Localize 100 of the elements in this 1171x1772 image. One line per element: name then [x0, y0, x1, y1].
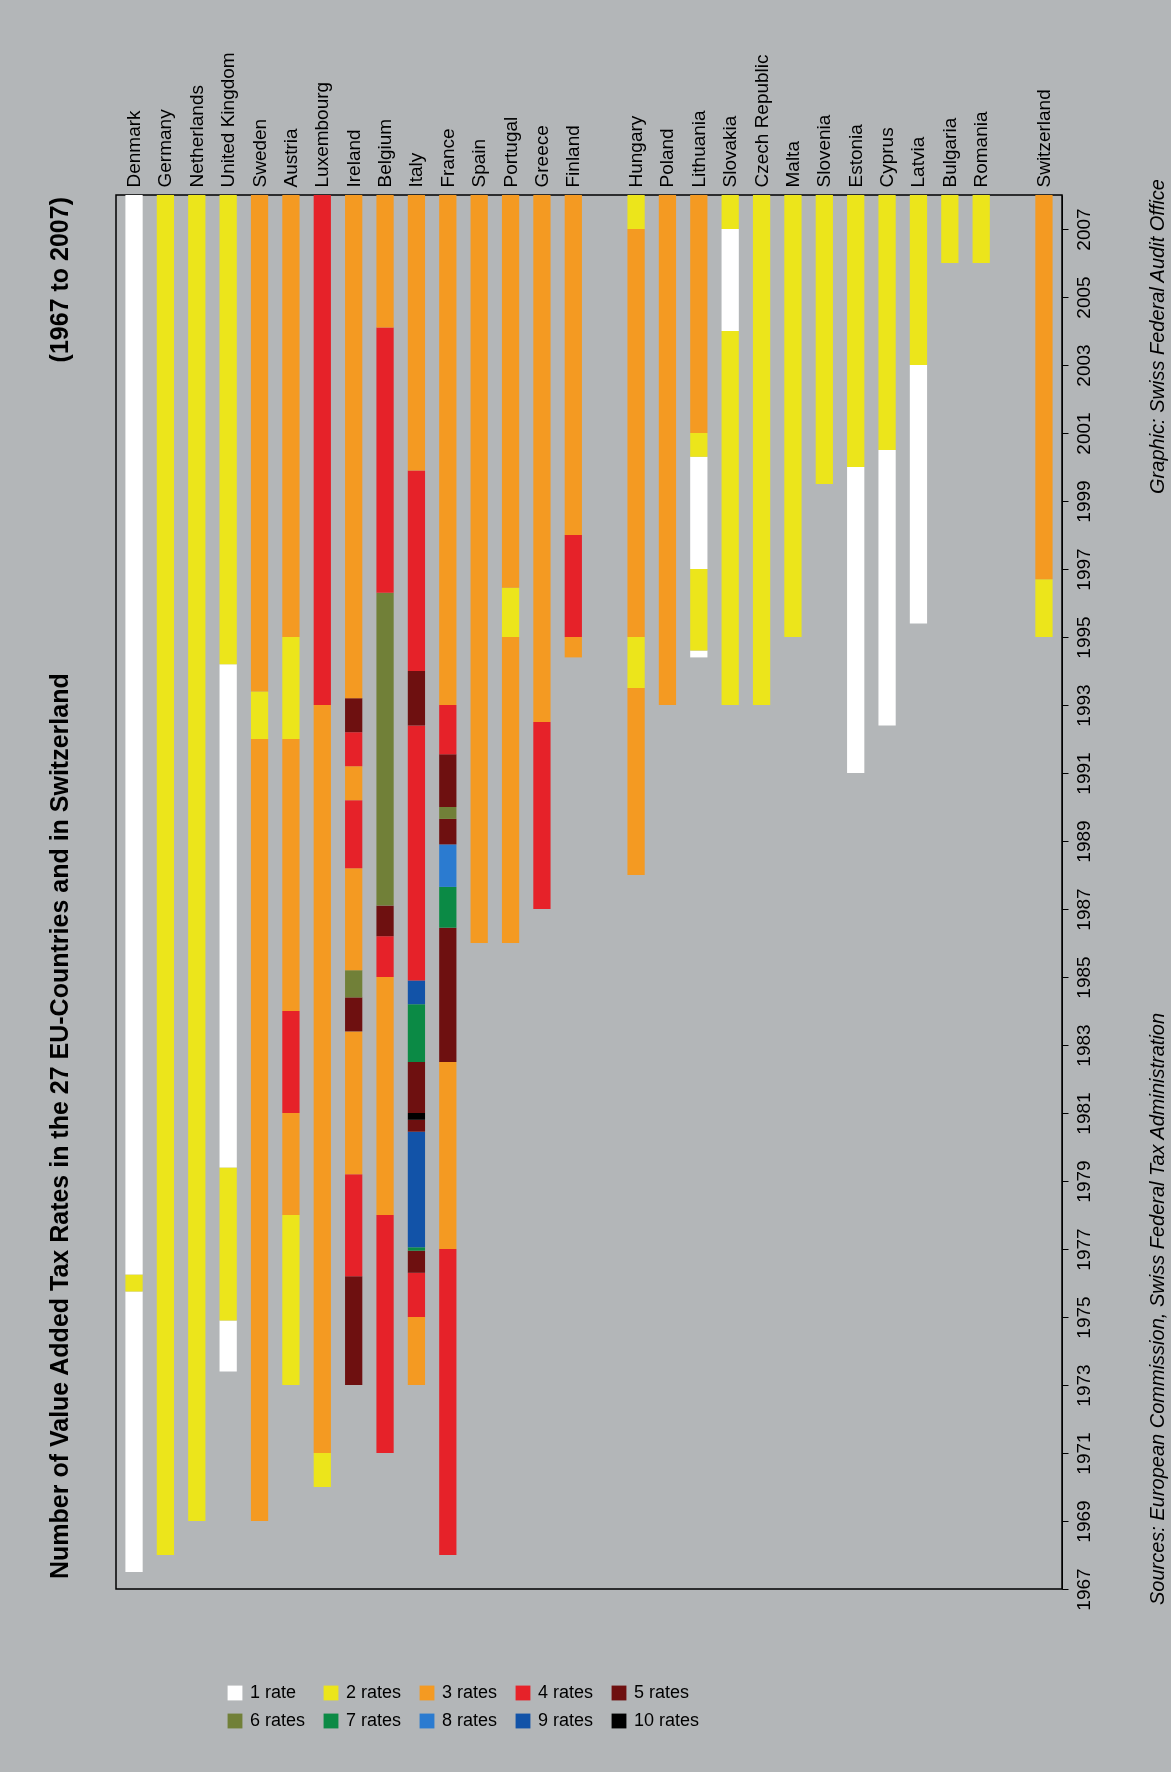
- bar: [690, 569, 708, 651]
- x-tick-label: Hungary: [625, 115, 647, 188]
- legend-label: 1 rate: [250, 1682, 297, 1702]
- bar: [752, 195, 771, 705]
- source-note: Sources: European Commission, Swiss Federal Tax Administration: [1146, 1012, 1168, 1605]
- bar: [972, 195, 990, 263]
- x-tick-label: Belgium: [374, 118, 396, 188]
- bar: [847, 195, 865, 467]
- bar: [250, 691, 269, 739]
- bar: [439, 754, 457, 807]
- bar: [188, 195, 206, 1521]
- y-tick-label: 2005: [1072, 276, 1094, 319]
- x-tick-label: Switzerland: [1032, 89, 1054, 188]
- x-tick-label: France: [436, 128, 458, 188]
- bar: [847, 467, 865, 773]
- bar: [407, 195, 426, 471]
- text: (1967 to 2007): [45, 197, 73, 363]
- bar: [627, 195, 645, 229]
- legend-label: 6 rates: [250, 1710, 306, 1730]
- x-tick-label: Spain: [468, 138, 490, 188]
- legend-label: 4 rates: [538, 1682, 594, 1702]
- bar: [627, 637, 645, 688]
- x-tick-label: Slovenia: [813, 114, 835, 188]
- y-tick-label: 1979: [1072, 1160, 1094, 1203]
- y-tick-label: 2001: [1072, 412, 1094, 455]
- bar: [439, 844, 457, 887]
- x-tick-label: Estonia: [844, 123, 866, 188]
- bar: [407, 470, 426, 671]
- text: Number of Value Added Tax Rates in the 27 EU-Countries and in Switzerland: [45, 673, 73, 1579]
- bar: [721, 331, 739, 705]
- y-tick-label: 1977: [1072, 1228, 1094, 1271]
- bar: [439, 886, 457, 928]
- bar: [784, 195, 802, 637]
- x-tick-label: United Kingdom: [217, 52, 239, 188]
- legend-label: 2 rates: [346, 1682, 402, 1702]
- bar: [345, 1031, 363, 1175]
- legend-label: 7 rates: [346, 1710, 402, 1730]
- bar: [250, 195, 269, 692]
- bar: [345, 732, 363, 767]
- x-tick-label: Germany: [154, 108, 176, 188]
- x-tick-label: Latvia: [907, 136, 929, 188]
- bar: [219, 195, 237, 665]
- legend-label: 9 rates: [538, 1710, 594, 1730]
- bar: [878, 450, 896, 726]
- legend-label: 10 rates: [634, 1710, 700, 1730]
- y-tick-label: 1991: [1072, 752, 1094, 795]
- x-tick-label: Ireland: [342, 129, 364, 188]
- x-tick-label: Italy: [405, 152, 427, 188]
- x-tick-label: Poland: [656, 128, 678, 188]
- y-tick-label: 1997: [1072, 548, 1094, 591]
- bar: [690, 456, 708, 569]
- bar: [439, 705, 457, 755]
- bar: [909, 365, 928, 624]
- y-tick-label: 2003: [1072, 344, 1094, 387]
- x-tick-label: Greece: [530, 125, 552, 188]
- x-tick-label: Lithuania: [687, 109, 709, 188]
- y-tick-label: 1975: [1072, 1296, 1094, 1339]
- y-tick-label: 1983: [1072, 1024, 1094, 1067]
- bar: [125, 1274, 143, 1292]
- y-tick-label: 1967: [1072, 1568, 1094, 1611]
- x-tick-label: Austria: [279, 127, 301, 188]
- y-tick-label: 1973: [1072, 1364, 1094, 1407]
- bar: [219, 1167, 237, 1321]
- legend-label: 8 rates: [442, 1710, 498, 1730]
- x-tick-label: Denmark: [123, 109, 145, 188]
- y-tick-label: 2007: [1072, 208, 1094, 251]
- y-tick-label: 1971: [1072, 1432, 1094, 1475]
- x-tick-label: Czech Republic: [750, 54, 772, 188]
- y-tick-label: 1969: [1072, 1500, 1094, 1543]
- legend-label: 3 rates: [442, 1682, 498, 1702]
- bar: [407, 1247, 426, 1251]
- y-tick-label: 1981: [1072, 1092, 1094, 1135]
- bar: [407, 980, 426, 1005]
- bar: [219, 1320, 237, 1372]
- bar: [407, 671, 426, 726]
- x-tick-label: Sweden: [248, 118, 270, 188]
- y-tick-label: 1987: [1072, 888, 1094, 931]
- x-tick-label: Finland: [562, 125, 584, 188]
- bar: [407, 1004, 426, 1062]
- bar: [156, 195, 175, 1555]
- bar: [909, 195, 928, 365]
- bar: [1035, 579, 1053, 637]
- bar: [125, 195, 143, 1275]
- bar: [941, 195, 959, 263]
- bar: [721, 229, 739, 331]
- y-tick-label: 1985: [1072, 956, 1094, 999]
- bar: [564, 195, 582, 535]
- bar: [878, 195, 896, 450]
- y-tick-label: 1995: [1072, 616, 1094, 659]
- bar: [627, 229, 645, 637]
- x-tick-label: Romania: [970, 111, 992, 188]
- x-tick-label: Luxembourg: [311, 81, 333, 188]
- bar: [501, 195, 520, 588]
- bar: [219, 664, 237, 1168]
- bar: [125, 1291, 143, 1572]
- bar: [407, 1062, 426, 1113]
- y-tick-label: 1993: [1072, 684, 1094, 727]
- x-tick-label: Cyprus: [876, 127, 898, 188]
- bar: [407, 1113, 426, 1120]
- bar: [282, 1215, 300, 1385]
